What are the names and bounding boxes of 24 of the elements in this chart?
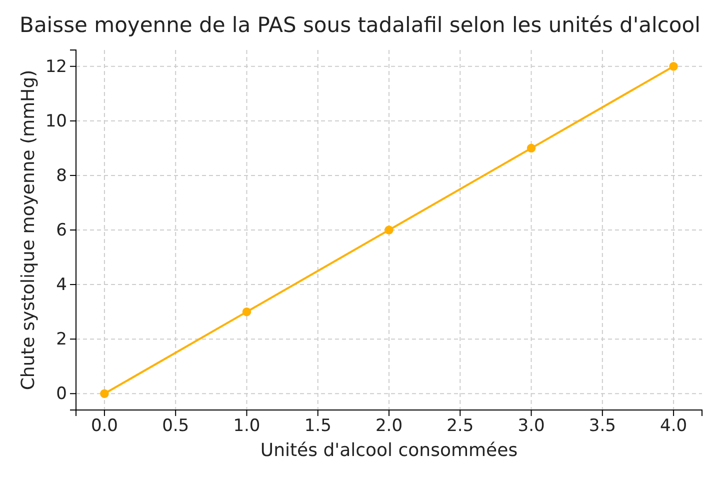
x-tick-label: 1.5 bbox=[304, 416, 332, 436]
x-tick-label: 2.5 bbox=[446, 416, 474, 436]
x-axis-title: Unités d'alcool consommées bbox=[260, 440, 518, 461]
y-tick-label: 0 bbox=[56, 384, 67, 404]
x-tick-label: 1.0 bbox=[233, 416, 260, 436]
x-tick-label: 2.0 bbox=[375, 416, 403, 436]
point bbox=[384, 226, 394, 234]
y-tick-label: 12 bbox=[45, 56, 67, 77]
chart-title: Baisse moyenne de la PAS sous tadalafil selon les unités d'alcool bbox=[20, 13, 700, 37]
point bbox=[100, 389, 109, 398]
y-tick-label: 10 bbox=[45, 111, 67, 132]
y-tick-label: 4 bbox=[56, 274, 67, 295]
y-tick-label: 8 bbox=[56, 166, 67, 186]
x-tick-label: 0.0 bbox=[90, 416, 118, 436]
y-tick-label: 2 bbox=[56, 330, 67, 350]
x-tick-label: 3.5 bbox=[588, 416, 616, 436]
x-tick-label: 4.0 bbox=[660, 416, 688, 436]
point bbox=[242, 307, 252, 316]
point bbox=[526, 144, 536, 153]
x-tick-label: 3.0 bbox=[518, 416, 545, 436]
x-tick-label: 0.5 bbox=[162, 416, 190, 436]
y-axis-title: Chute systolique moyenne (mmHg) bbox=[18, 70, 39, 390]
point bbox=[669, 62, 678, 71]
y-tick-label: 6 bbox=[56, 220, 67, 240]
